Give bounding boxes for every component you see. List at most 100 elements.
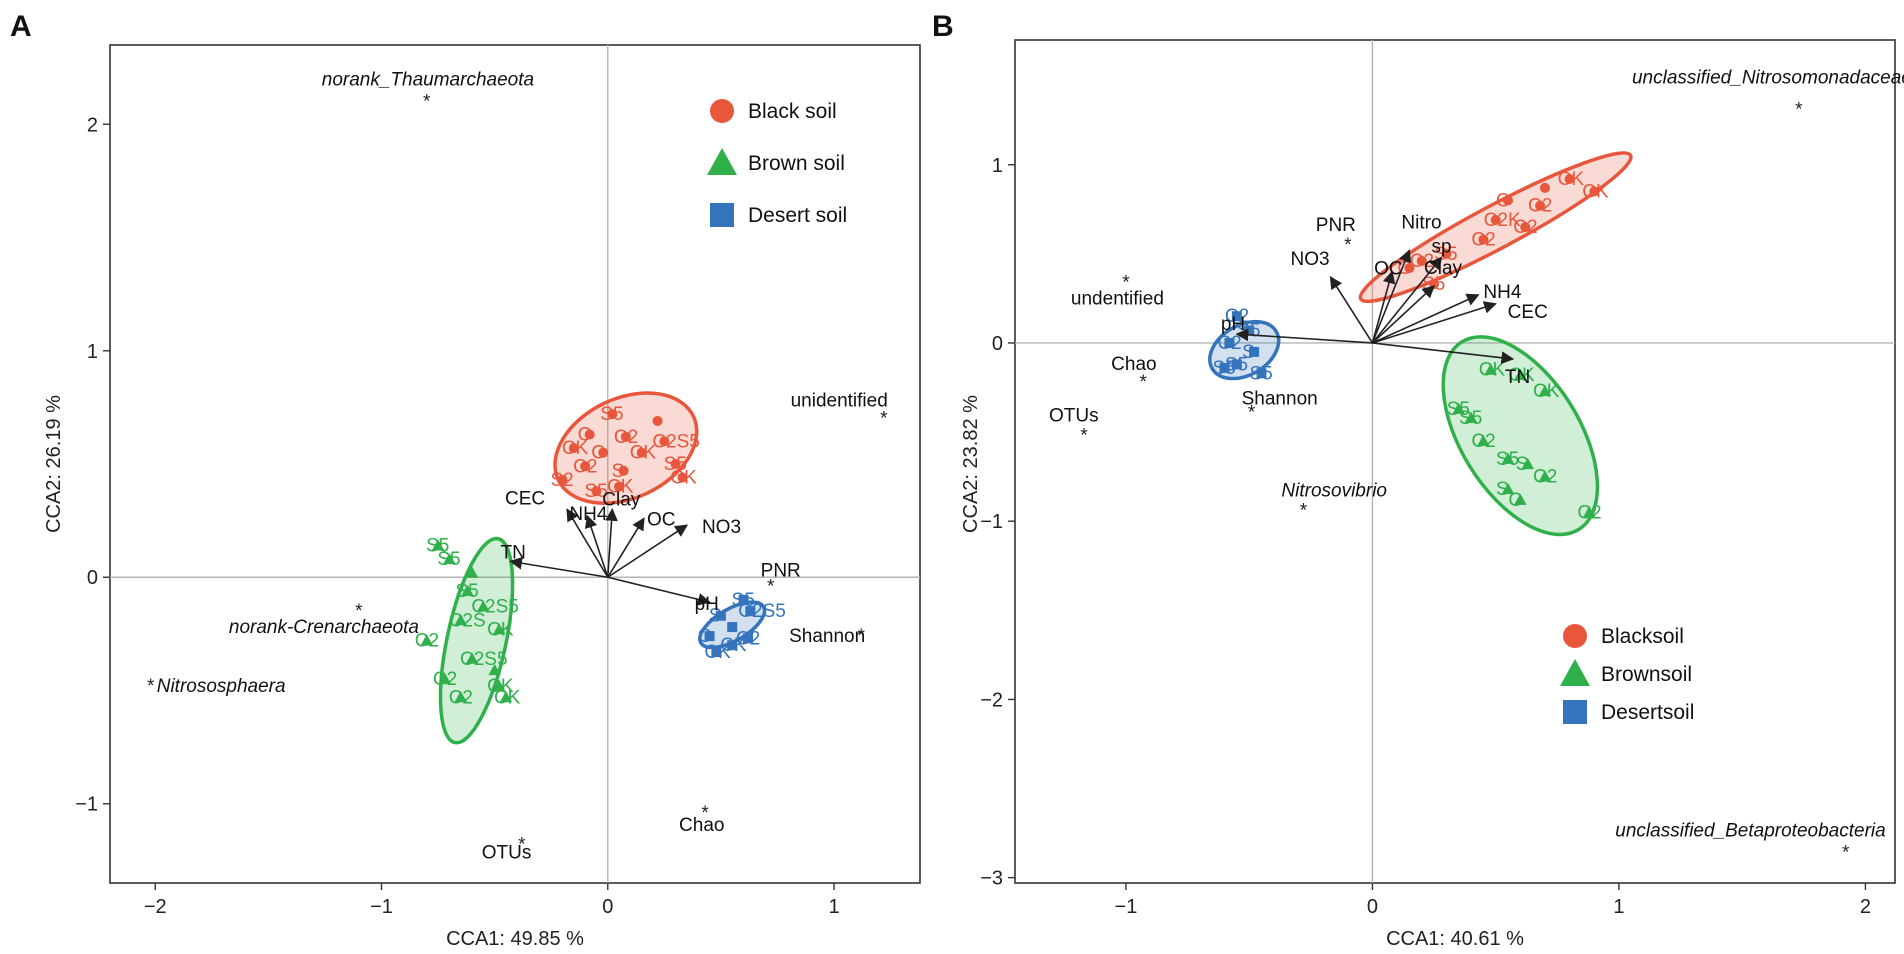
sample-point: [711, 646, 722, 657]
sample-point: [488, 663, 501, 676]
sample-label: S5: [732, 590, 755, 611]
x-tick-label: −1: [1115, 896, 1138, 918]
sample-point: [1478, 234, 1489, 245]
sample-point: [636, 447, 647, 458]
env-arrow-label: TN: [1505, 367, 1530, 388]
species-label: Chao: [679, 815, 724, 836]
x-tick-label: −1: [370, 896, 393, 918]
sample-label: S: [709, 606, 722, 627]
sample-label: C2: [1410, 251, 1434, 272]
env-arrow: [607, 576, 711, 606]
sample-label: S5: [1459, 408, 1482, 429]
sample-label: C2: [1528, 196, 1552, 217]
sample-label: S5: [584, 481, 607, 502]
sample-point: [591, 486, 602, 497]
sample-point: [580, 461, 591, 472]
env-arrow: [1372, 342, 1515, 365]
species-label: Nitrosovibrio: [1281, 481, 1387, 502]
sample-point: [568, 443, 579, 454]
panel-letter: A: [10, 10, 32, 43]
sample-point: [477, 600, 490, 612]
species-marker: *: [1080, 426, 1088, 447]
x-axis-title: CCA1: 49.85 %: [446, 928, 584, 950]
env-arrow: [607, 524, 689, 578]
species-marker: *: [1344, 235, 1352, 256]
sample-label: CK: [720, 635, 747, 656]
sample-point: [499, 691, 513, 703]
sample-point: [492, 623, 506, 635]
sample-point: [1477, 434, 1490, 447]
sample-label: CK: [1508, 365, 1535, 386]
sample-label: S2: [551, 470, 574, 491]
sample-point: [743, 633, 754, 644]
env-arrow-label: CEC: [505, 488, 545, 509]
sample-label: CK: [487, 676, 514, 697]
sample-label: CK: [487, 619, 514, 640]
species-marker: *: [767, 576, 775, 597]
sample-label: S5: [1496, 449, 1519, 470]
env-arrow: [1372, 301, 1497, 344]
species-label: OTUs: [1049, 406, 1099, 427]
y-tick-label: 1: [992, 155, 1003, 177]
sample-label: S5: [1213, 358, 1236, 379]
sample-point: [652, 415, 663, 426]
sample-label: CK: [1582, 181, 1609, 202]
y-tick-label: −3: [980, 868, 1003, 890]
sample-point: [1589, 186, 1600, 197]
y-tick-label: 0: [992, 333, 1003, 355]
sample-label: C2: [415, 631, 439, 652]
sample-point: [420, 634, 434, 646]
sample-label: C2S5: [471, 597, 519, 618]
sample-point: [1219, 362, 1230, 373]
species-label: unidentified: [791, 391, 888, 412]
sample-label: C2S5: [652, 431, 700, 452]
y-tick-label: 0: [87, 567, 98, 589]
sample-point: [659, 436, 670, 447]
species-label: PNR: [1316, 215, 1356, 236]
env-arrow-label: NH4: [1483, 282, 1521, 303]
species-marker: *: [355, 601, 363, 622]
sample-point: [704, 631, 715, 642]
sample-label: C2: [1513, 217, 1537, 238]
sample-label: C2: [1225, 306, 1249, 327]
species-marker: *: [423, 92, 431, 113]
panel-b: B −1 0 1 2 −3 −2 −1 0 1 CCA1: 40.61 % CCA2: 23.82 %…: [932, 10, 1904, 950]
sample-label: S: [612, 461, 625, 482]
env-arrow: [1371, 249, 1412, 344]
sample-point: [465, 652, 479, 664]
env-arrow-label: CEC: [1508, 302, 1548, 323]
env-arrow-label: OC: [647, 509, 676, 530]
sample-label: S5: [1225, 354, 1248, 375]
env-arrow-label: pH: [695, 594, 719, 615]
sample-label: CK: [1558, 169, 1585, 190]
legend-symbol: [707, 148, 737, 175]
species-marker: *: [1842, 843, 1850, 864]
x-tick-label: 0: [602, 896, 613, 918]
sample-point: [1501, 482, 1515, 495]
sample-label: C2: [1533, 467, 1557, 488]
env-arrow-label: pH: [1221, 314, 1245, 335]
species-label: unclassified_Betaproteobacteria: [1615, 821, 1885, 842]
sample-point: [738, 594, 749, 605]
legend-label: Desertsoil: [1601, 701, 1694, 724]
legend-label: Black soil: [748, 100, 837, 123]
env-arrow-label: Clay: [1424, 258, 1463, 279]
sample-point: [607, 409, 618, 420]
sample-label: CK: [1479, 360, 1506, 381]
sample-label: C: [698, 626, 712, 647]
sample-point: [614, 481, 625, 492]
sample-label: CK: [494, 687, 521, 708]
species-label: unclassified_Nitrosomonadaceae: [1632, 68, 1904, 89]
env-arrow: [1371, 285, 1435, 344]
x-tick-label: 2: [1860, 896, 1871, 918]
x-tick-label: −2: [144, 896, 167, 918]
sample-point: [1416, 255, 1427, 266]
env-arrow-label: OC: [1374, 259, 1403, 280]
env-arrow-label: Clay: [602, 489, 641, 510]
sample-label: C2: [1471, 230, 1495, 251]
sample-label: S: [1496, 479, 1509, 500]
sample-label: S5: [455, 581, 478, 602]
sample-point: [465, 566, 479, 578]
panel-letter: B: [932, 10, 954, 43]
sample-point: [745, 606, 756, 617]
